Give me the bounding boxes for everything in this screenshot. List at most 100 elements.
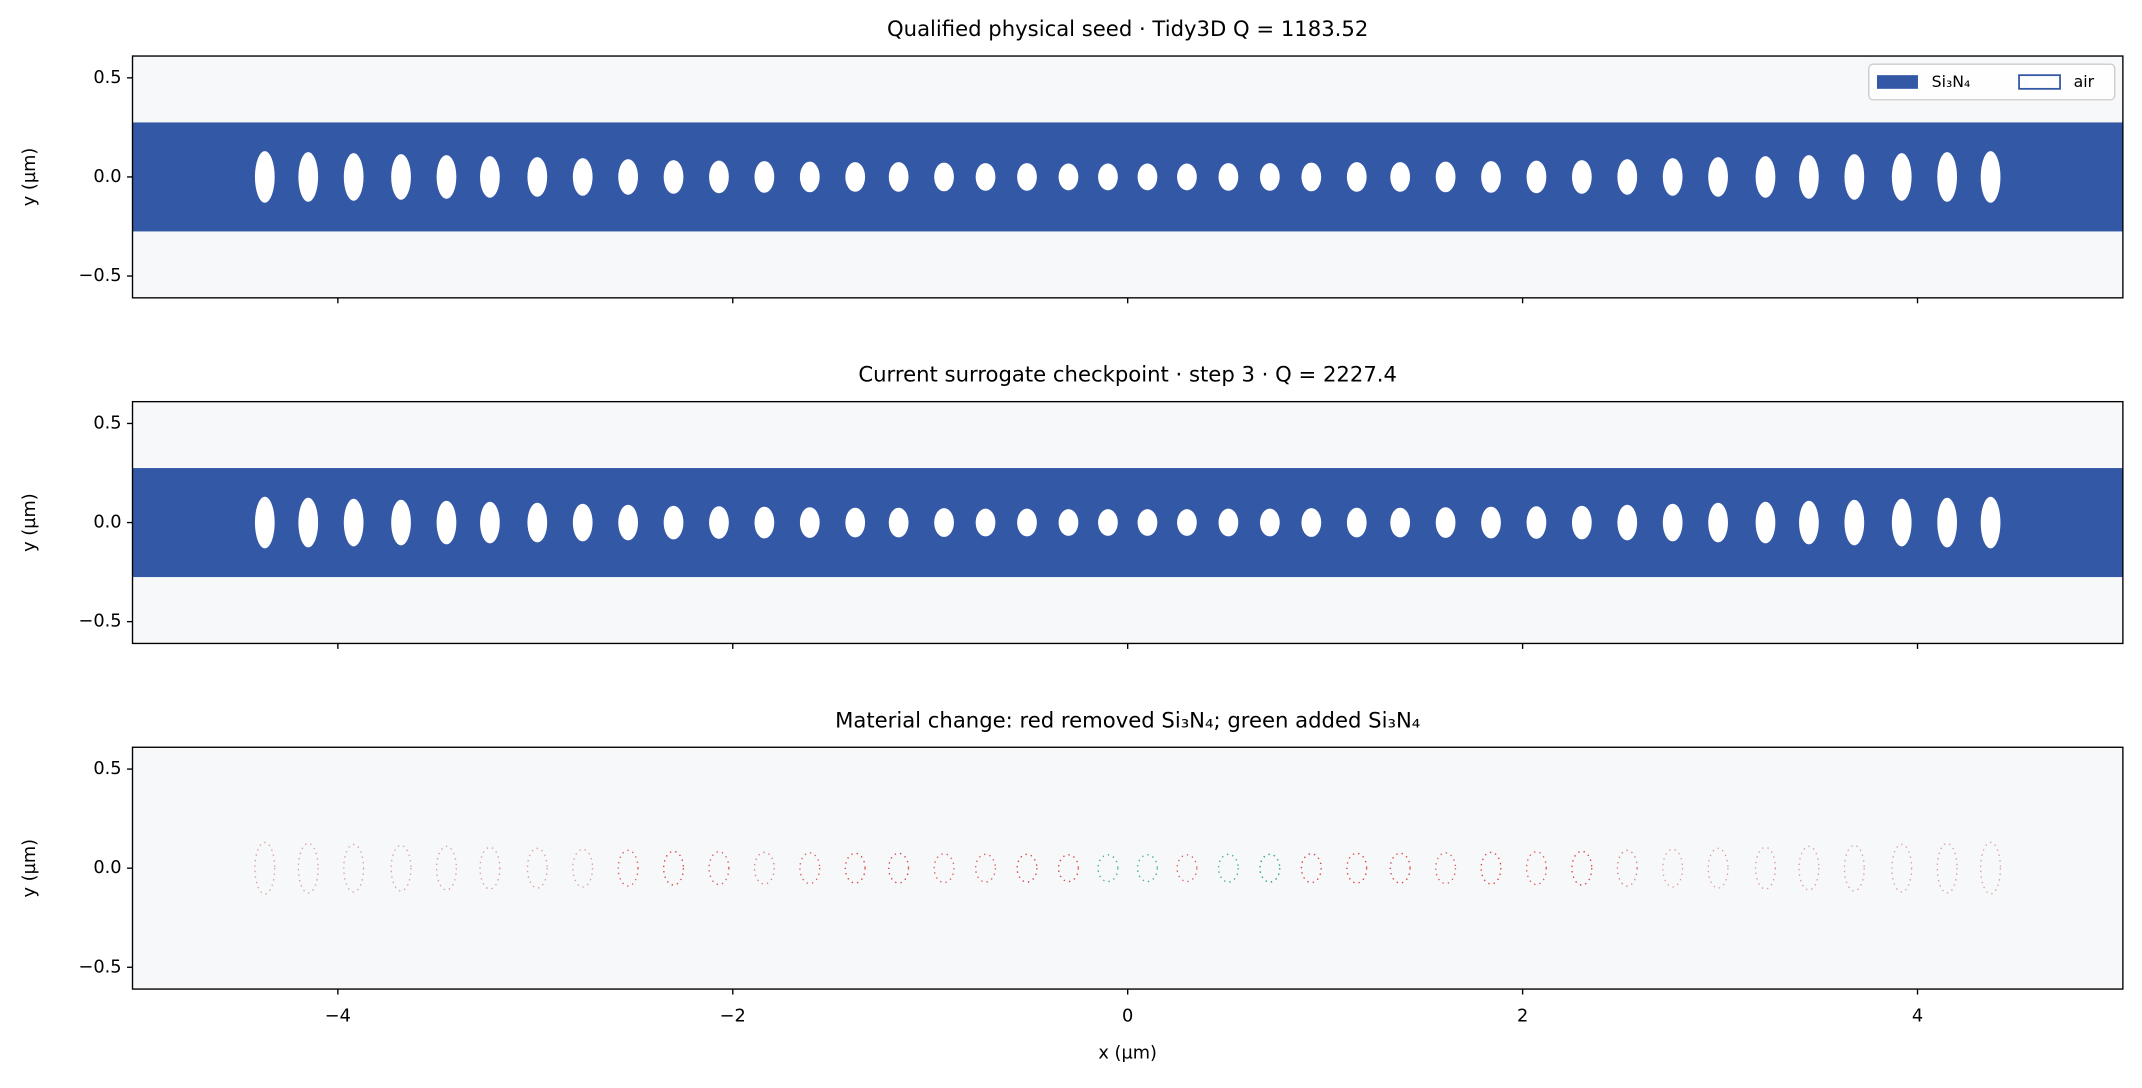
hole xyxy=(1259,508,1280,537)
hole xyxy=(1662,158,1683,196)
legend-swatch xyxy=(1876,75,1918,89)
change-outline xyxy=(799,852,821,885)
hole xyxy=(1526,160,1547,194)
hole xyxy=(1937,497,1958,548)
legend-box xyxy=(1868,63,2116,101)
hole xyxy=(1218,163,1239,191)
y-tick-label: 0.0 xyxy=(93,858,121,878)
hole xyxy=(298,152,319,202)
y-tick-label: 0.5 xyxy=(93,68,121,88)
change-outline xyxy=(1662,848,1684,888)
hole xyxy=(1937,152,1958,202)
hole xyxy=(1017,508,1037,537)
y-tick-label: 0.5 xyxy=(93,759,121,779)
change-outline xyxy=(933,853,955,884)
hole xyxy=(1708,157,1728,197)
hole xyxy=(1980,496,2001,549)
hole xyxy=(1571,160,1592,194)
hole xyxy=(1755,156,1776,198)
panel-title: Qualified physical seed · Tidy3D Q = 118… xyxy=(887,16,1368,41)
hole xyxy=(1844,154,1865,200)
change-outline xyxy=(888,852,910,884)
hole xyxy=(934,508,954,537)
change-outline xyxy=(1389,852,1411,884)
change-outline xyxy=(1980,841,2002,895)
change-outline xyxy=(1798,845,1820,891)
hole xyxy=(343,153,364,201)
y-axis-label: y (µm) xyxy=(20,148,40,207)
change-outline xyxy=(1057,854,1080,883)
hole xyxy=(1891,498,1912,547)
hole xyxy=(1346,507,1367,538)
hole xyxy=(1017,163,1037,191)
hole xyxy=(888,507,909,538)
legend-swatch xyxy=(2018,74,2061,90)
legend-label: air xyxy=(2074,72,2095,91)
hole xyxy=(1301,162,1322,192)
y-tick-label: 0.5 xyxy=(93,413,121,433)
hole xyxy=(1708,502,1728,543)
change-outline xyxy=(297,842,319,894)
hole xyxy=(1571,505,1592,540)
x-tick-label: 0 xyxy=(1122,1006,1133,1026)
hole xyxy=(1481,506,1501,539)
change-outline xyxy=(390,844,412,892)
hole xyxy=(1058,163,1079,191)
change-outline xyxy=(479,846,501,890)
hole xyxy=(527,157,548,197)
change-outline xyxy=(1259,853,1281,883)
hole xyxy=(1301,508,1322,537)
change-outline xyxy=(1217,853,1239,883)
change-outline xyxy=(526,847,548,889)
hole xyxy=(709,160,729,194)
hole xyxy=(1526,506,1547,539)
change-outline xyxy=(435,845,458,891)
hole xyxy=(663,160,684,194)
change-outline xyxy=(1136,854,1158,883)
hole xyxy=(254,496,275,549)
plot-area xyxy=(132,122,2123,232)
hole xyxy=(1058,509,1079,536)
hole xyxy=(799,507,820,538)
hole xyxy=(1617,159,1638,195)
y-axis-label: y (µm) xyxy=(20,839,40,898)
hole xyxy=(1481,161,1501,193)
change-outline xyxy=(1754,846,1777,890)
y-axis-label: y (µm) xyxy=(20,493,40,552)
change-outline xyxy=(343,843,365,893)
change-outline xyxy=(1707,847,1729,889)
change-outline xyxy=(572,848,594,888)
hole xyxy=(934,162,954,192)
change-outline xyxy=(708,851,730,886)
hole xyxy=(1390,507,1411,538)
waveguide xyxy=(132,122,2123,232)
hole xyxy=(480,501,500,544)
hole xyxy=(1259,163,1280,191)
x-tick-label: −4 xyxy=(325,1006,351,1026)
change-outline xyxy=(1891,843,1913,893)
y-tick-label: −0.5 xyxy=(78,612,121,632)
hole xyxy=(436,155,457,199)
hole xyxy=(1980,151,2001,203)
hole xyxy=(1218,508,1239,537)
hole xyxy=(975,163,996,191)
hole xyxy=(845,162,866,192)
hole xyxy=(845,507,866,538)
hole xyxy=(709,506,729,539)
hole xyxy=(1098,163,1118,191)
hole xyxy=(572,503,593,542)
change-outline xyxy=(1525,851,1547,886)
change-outline xyxy=(844,852,866,884)
hole xyxy=(1098,509,1118,536)
hole xyxy=(391,499,411,546)
hole xyxy=(799,161,820,193)
change-outline xyxy=(1480,851,1502,885)
x-tick-label: 2 xyxy=(1517,1006,1528,1026)
y-tick-label: 0.0 xyxy=(93,513,121,533)
hole xyxy=(1755,501,1776,544)
change-outline xyxy=(1616,849,1638,887)
panel-title: Material change: red removed Si₃N₄; gree… xyxy=(835,707,1420,732)
plot-area xyxy=(254,841,2002,895)
hole xyxy=(298,497,319,548)
